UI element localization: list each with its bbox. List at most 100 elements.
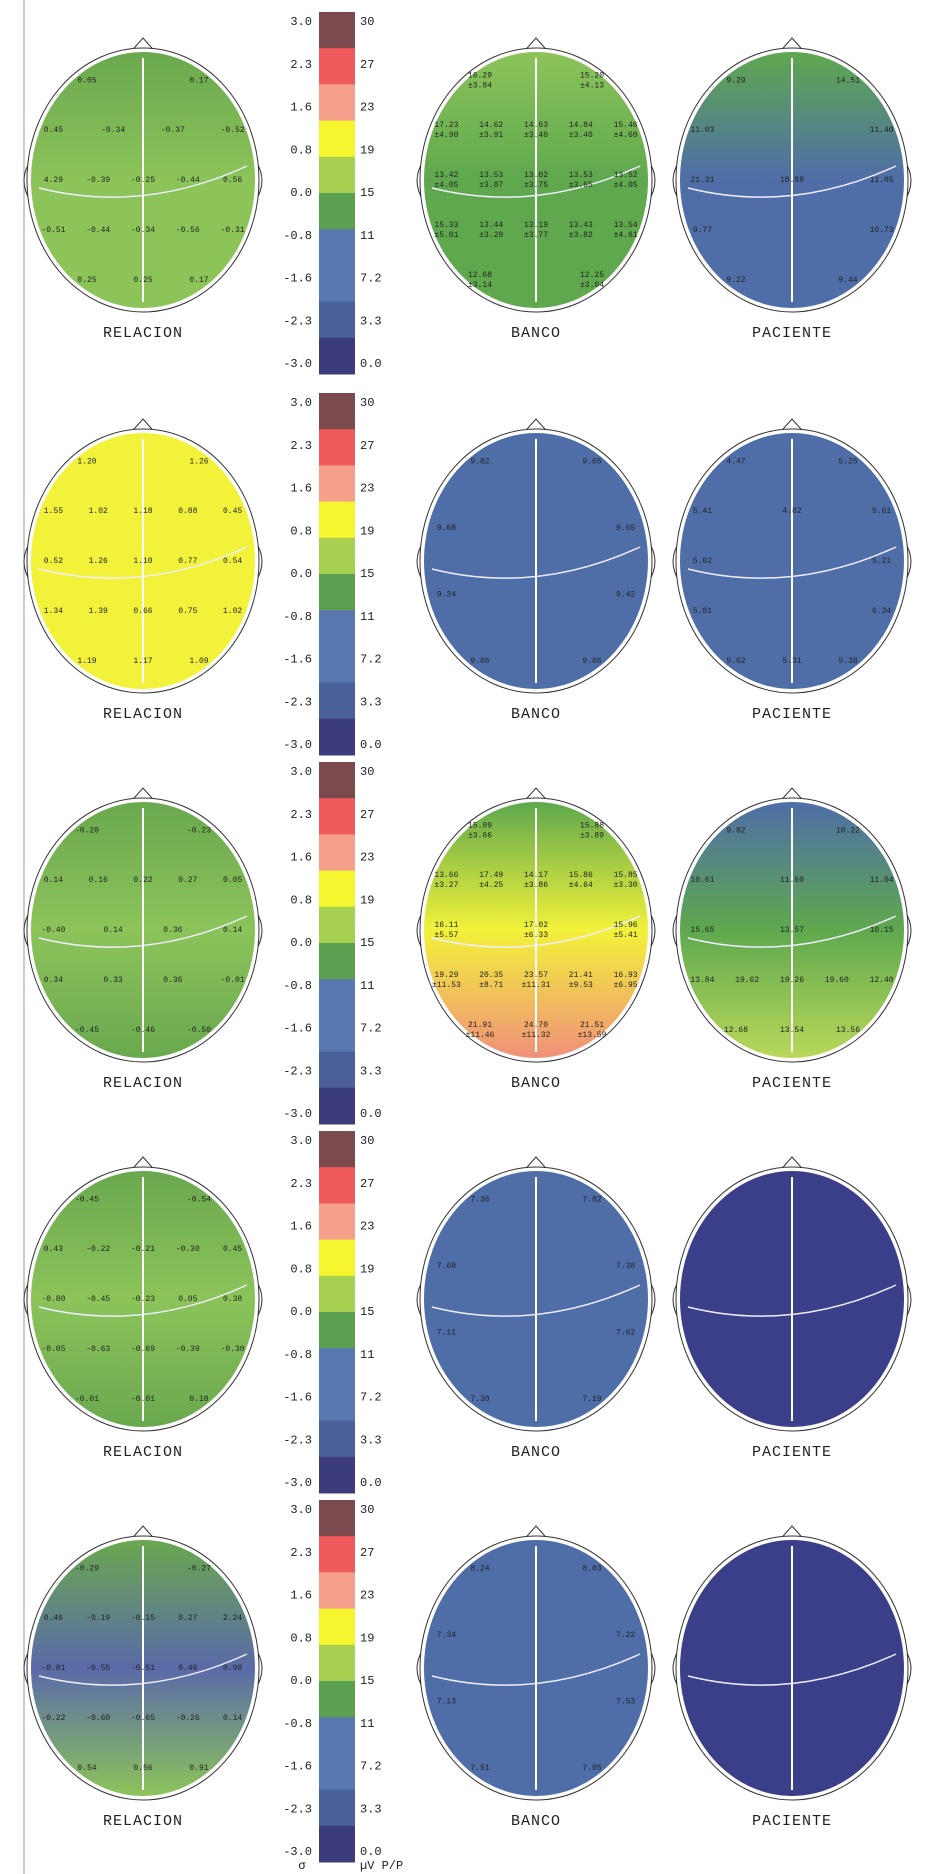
scale-band [319, 979, 355, 1016]
map-value: ±13.59 [578, 1031, 607, 1040]
map-value: 21.91 [468, 1021, 492, 1030]
map-value: 12.40 [870, 976, 894, 985]
scale-band [319, 265, 355, 302]
map-value: ±4.64 [569, 881, 593, 890]
map-value: ±6.95 [614, 981, 638, 990]
map-value: -0.51 [41, 226, 65, 235]
map-value: 0.56 [133, 1764, 152, 1773]
map-value: 15.96 [614, 921, 638, 930]
map-value: 19.26 [780, 976, 804, 985]
map-value: 13.52 [614, 171, 638, 180]
map-value: -0.31 [221, 226, 245, 235]
map-value: 15.09 [468, 821, 492, 830]
map-value: ±3.30 [614, 881, 638, 890]
map-value: ±4.60 [614, 131, 638, 140]
sigma-tick-label: -3.0 [283, 1845, 312, 1859]
uv-tick-label: 23 [360, 1589, 374, 1603]
sigma-tick-label: -3.0 [283, 1107, 312, 1121]
map-value: 0.17 [189, 276, 208, 285]
map-value: 14.84 [569, 121, 593, 130]
sigma-unit: σ [298, 1859, 306, 1873]
scale-band [319, 1500, 355, 1537]
map-value: 10.22 [836, 826, 860, 835]
map-value: 13.43 [569, 221, 593, 230]
sigma-tick-label: -3.0 [283, 738, 312, 752]
map-value: 13.84 [690, 976, 714, 985]
sigma-tick-label: -1.6 [283, 1391, 312, 1405]
scale-band [319, 1572, 355, 1609]
map-value: 0.14 [223, 1714, 242, 1723]
map-value: 0.27 [178, 876, 197, 885]
map-value: -0.01 [221, 976, 245, 985]
map-value: ±5.01 [434, 231, 458, 240]
map-value: 21.31 [690, 176, 714, 185]
uv-tick-label: 30 [360, 396, 374, 410]
sigma-tick-label: 1.6 [290, 1589, 312, 1603]
sigma-tick-label: 0.0 [290, 1674, 312, 1688]
map-value: 10.61 [690, 876, 714, 885]
scale-band [319, 798, 355, 835]
sigma-tick-label: 0.0 [290, 1305, 312, 1319]
map-value: 13.53 [569, 171, 593, 180]
map-value: -0.27 [187, 1564, 211, 1573]
uv-tick-label: 30 [360, 15, 374, 29]
sigma-tick-label: 2.3 [290, 1177, 312, 1191]
map-value: 19.60 [825, 976, 849, 985]
sigma-tick-label: 3.0 [290, 15, 312, 29]
map-label: PACIENTE [752, 706, 832, 723]
map-value: ±3.87 [479, 181, 503, 190]
uv-tick-label: 15 [360, 1305, 374, 1319]
map-value: 9.66 [582, 657, 601, 666]
map-value: 11.05 [870, 176, 894, 185]
sigma-tick-label: 1.6 [290, 851, 312, 865]
sigma-tick-label: -3.0 [283, 357, 312, 371]
map-value: -0.34 [131, 226, 155, 235]
map-value: 13.19 [524, 221, 548, 230]
map-value: ±11.46 [466, 1031, 495, 1040]
map-value: 9.42 [616, 590, 635, 599]
map-value: -0.01 [131, 1395, 155, 1404]
sigma-tick-label: 3.0 [290, 396, 312, 410]
map-value: 17.02 [524, 921, 548, 930]
map-value: 13.02 [524, 171, 548, 180]
map-value: 0.10 [189, 1395, 208, 1404]
page: {"scale": {"sigma_ticks": ["3.0", "2.3",… [0, 0, 928, 1874]
scale-band [319, 574, 355, 611]
uv-tick-label: 0.0 [360, 738, 382, 752]
map-value: -0.54 [187, 1195, 211, 1204]
map-value: 9.82 [726, 826, 745, 835]
map-value: 0.05 [223, 876, 242, 885]
map-value: -0.52 [221, 126, 245, 135]
uv-tick-label: 19 [360, 1262, 374, 1276]
scale-band [319, 1312, 355, 1349]
map-value: 7.62 [616, 1328, 635, 1337]
map-label: BANCO [511, 706, 561, 723]
map-value: ±4.61 [614, 231, 638, 240]
sigma-tick-label: 0.8 [290, 143, 312, 157]
uv-tick-label: 11 [360, 979, 374, 993]
map-value: 0.88 [178, 507, 197, 516]
map-value: 0.91 [189, 1764, 208, 1773]
map-value: -0.63 [86, 1345, 110, 1354]
map-value: 0.05 [77, 76, 96, 85]
map-value: 13.44 [479, 221, 503, 230]
map-value: 15.46 [614, 121, 638, 130]
map-value: 16.93 [614, 971, 638, 980]
uv-unit: µV P/P [360, 1859, 403, 1873]
map-value: 1.09 [189, 657, 208, 666]
sigma-tick-label: 2.3 [290, 439, 312, 453]
scale-band [319, 943, 355, 980]
map-value: -0.19 [86, 1614, 110, 1623]
map-value: 11.40 [870, 126, 894, 135]
map-value: 11.60 [780, 876, 804, 885]
map-value: -0.45 [86, 1295, 110, 1304]
map-value: 5.61 [872, 507, 891, 516]
map-value: 0.38 [223, 1295, 242, 1304]
uv-tick-label: 7.2 [360, 653, 382, 667]
uv-tick-label: 0.0 [360, 1107, 382, 1121]
map-value: ±3.27 [434, 881, 458, 890]
map-value: 0.14 [44, 876, 63, 885]
map-value: 4.47 [726, 457, 745, 466]
map-value: 4.29 [44, 176, 63, 185]
map-value: -0.56 [176, 226, 200, 235]
